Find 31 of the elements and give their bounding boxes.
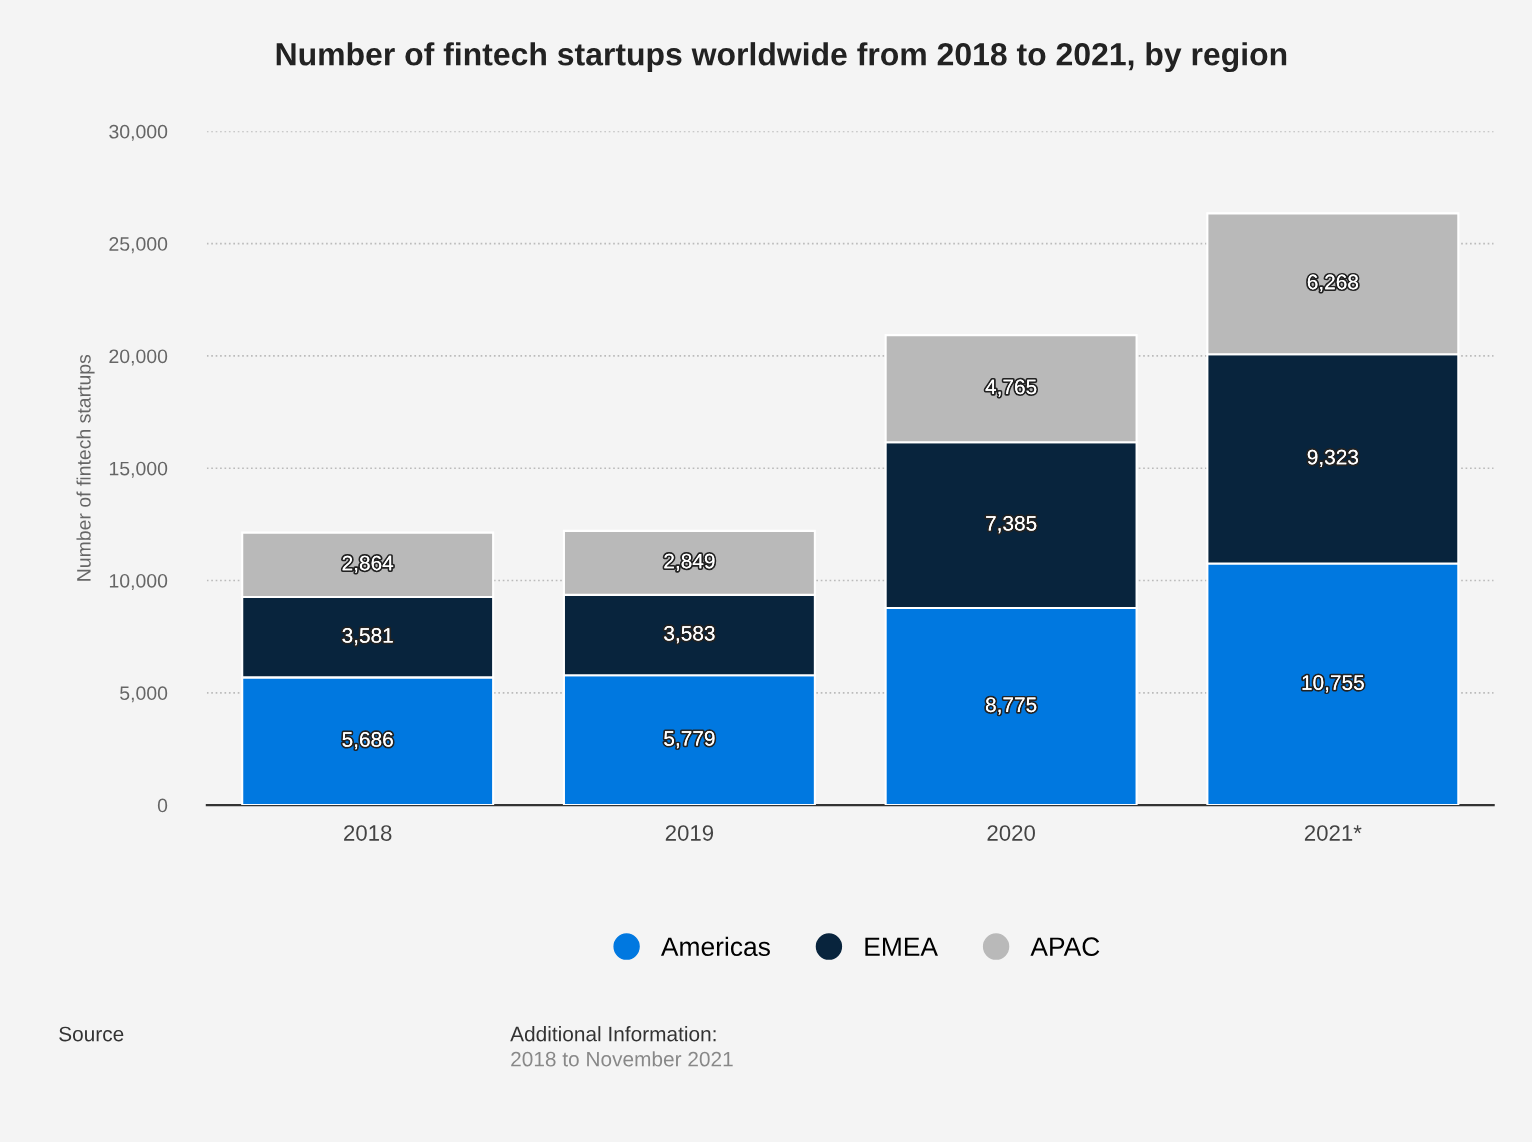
data-label: 3,581: [342, 628, 393, 646]
y-tick-label: 25,000: [109, 237, 168, 254]
data-label: 5,686: [342, 732, 393, 750]
x-tick-label: 2018: [344, 825, 392, 841]
chart-title: Number of fintech startups worldwide from 2018 to 2021, by region: [276, 42, 1287, 73]
data-label: 9,323: [1307, 449, 1358, 467]
x-tick-label: 2020: [987, 825, 1035, 841]
data-label: 10,755: [1302, 675, 1364, 693]
y-tick-label: 10,000: [109, 573, 168, 591]
data-label: 2,864: [342, 555, 394, 573]
y-tick-label: 20,000: [109, 349, 168, 366]
y-tick-label: 5,000: [120, 686, 168, 703]
y-tick-label: 30,000: [109, 124, 168, 141]
text: 2018 to November 2021: [511, 1051, 733, 1067]
y-tick-label: 0: [157, 798, 168, 813]
data-label: 3,583: [664, 625, 715, 644]
x-tick-label: 2021*: [1304, 825, 1362, 841]
legend-label: EMEA: [865, 937, 938, 956]
x-tick-label: 2019: [665, 825, 714, 841]
legend-label: Americas: [660, 936, 770, 957]
data-label: 8,775: [985, 697, 1037, 715]
data-label: 7,385: [986, 515, 1037, 534]
y-axis-title: Number of fintech startups: [76, 354, 95, 581]
data-label: 6,268: [1307, 274, 1358, 292]
legend-label: APAC: [1030, 937, 1100, 957]
y-tick-label: 15,000: [109, 461, 168, 478]
data-label: 5,779: [664, 731, 715, 749]
data-label: 4,765: [985, 379, 1037, 397]
text: Source: [59, 1026, 124, 1042]
text: Additional Information:: [510, 1026, 716, 1042]
data-label: 2,849: [664, 553, 715, 571]
